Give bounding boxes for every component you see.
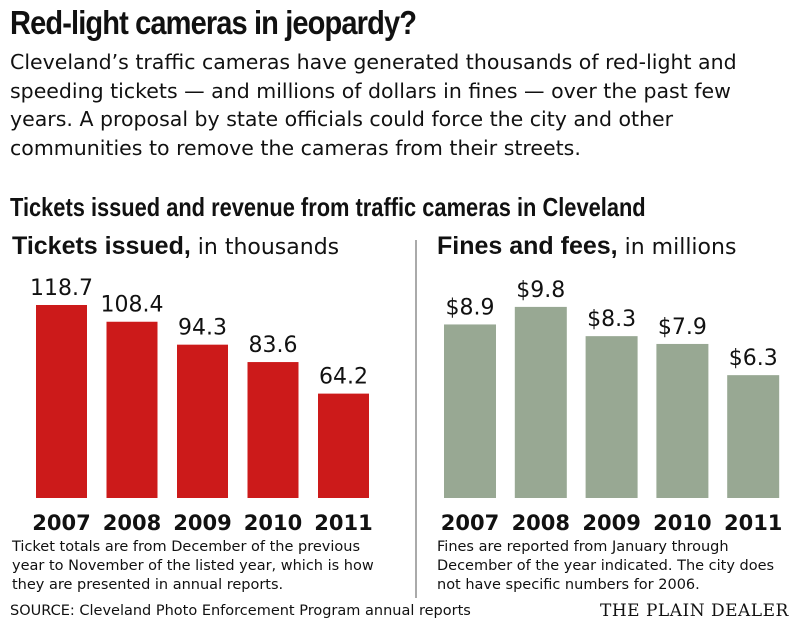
tickets-value-label: 64.2 xyxy=(319,365,368,390)
tickets-note: Ticket totals are from December of the p… xyxy=(12,539,374,593)
tickets-bar-2008 xyxy=(106,321,158,498)
fines-note: Fines are reported from January through … xyxy=(437,539,775,593)
fines-bar-2008 xyxy=(514,306,567,498)
chart-subtitle: Tickets issued and revenue from traffic … xyxy=(10,192,646,222)
fines-year-label: 2009 xyxy=(582,511,640,535)
tickets-title-unit: in thousands xyxy=(190,235,340,260)
tickets-chart-title: Tickets issued, in thousands xyxy=(12,232,339,261)
fines-year-label: 2011 xyxy=(724,511,782,535)
fines-title-bold: Fines and fees, xyxy=(437,232,618,260)
headline: Red-light cameras in jeopardy? xyxy=(10,4,417,41)
tickets-value-label: 108.4 xyxy=(101,293,164,318)
tickets-year-label: 2010 xyxy=(244,511,302,535)
source-line: SOURCE: Cleveland Photo Enforcement Prog… xyxy=(10,603,471,619)
fines-bar-2009 xyxy=(585,336,638,498)
tickets-value-label: 94.3 xyxy=(178,316,227,341)
tickets-bar-2011 xyxy=(318,393,369,498)
panel-divider xyxy=(415,240,417,598)
tickets-value-label: 83.6 xyxy=(249,333,298,358)
fines-value-label: $8.9 xyxy=(446,295,495,320)
fines-title-unit: in millions xyxy=(617,235,737,260)
fines-value-label: $8.3 xyxy=(587,307,636,332)
tickets-bar-2007 xyxy=(36,304,87,498)
tickets-bar-2010 xyxy=(247,362,299,498)
fines-value-label: $7.9 xyxy=(658,315,707,340)
publisher-logo: THE PLAIN DEALER xyxy=(600,601,789,621)
tickets-year-label: 2011 xyxy=(314,511,372,535)
tickets-year-label: 2007 xyxy=(32,511,90,535)
tickets-year-label: 2009 xyxy=(173,511,231,535)
fines-bar-2007 xyxy=(444,324,496,498)
fines-bar-2010 xyxy=(656,343,709,498)
fines-chart-title: Fines and fees, in millions xyxy=(437,232,736,261)
fines-year-label: 2007 xyxy=(441,511,499,535)
fines-year-label: 2010 xyxy=(653,511,711,535)
intro-text: Cleveland’s traffic cameras have generat… xyxy=(10,50,737,160)
fines-year-label: 2008 xyxy=(512,511,570,535)
fines-bar-2011 xyxy=(727,375,780,498)
fines-value-label: $6.3 xyxy=(729,346,778,371)
tickets-value-label: 118.7 xyxy=(30,276,93,301)
tickets-title-bold: Tickets issued, xyxy=(12,232,191,260)
tickets-bar-2009 xyxy=(177,344,228,498)
tickets-year-label: 2008 xyxy=(103,511,161,535)
fines-value-label: $9.8 xyxy=(516,278,565,303)
